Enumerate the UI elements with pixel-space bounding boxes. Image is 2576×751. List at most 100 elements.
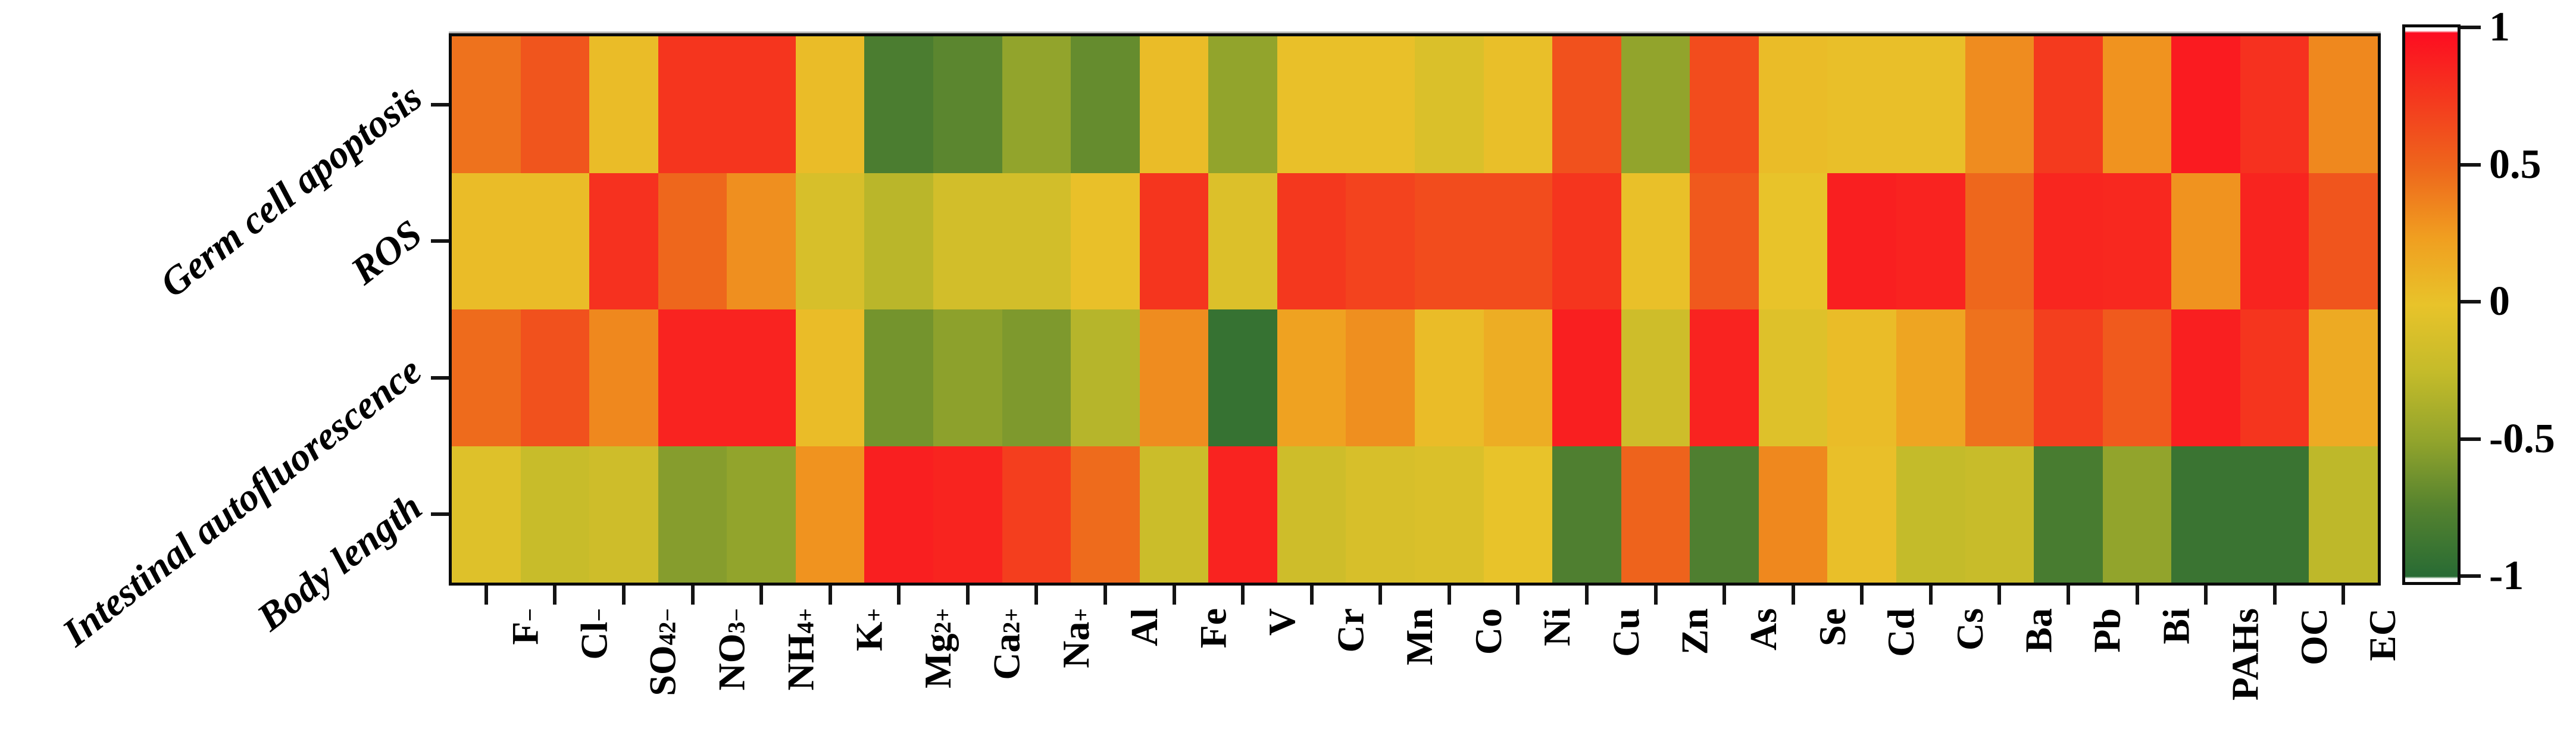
heatmap-cell bbox=[933, 36, 1002, 173]
heatmap-cell bbox=[658, 309, 727, 446]
heatmap-cell bbox=[1002, 446, 1071, 583]
x-axis-tick bbox=[1309, 586, 1314, 605]
heatmap-cell bbox=[1002, 309, 1071, 446]
heatmap-cell bbox=[727, 173, 796, 309]
heatmap-plot-area bbox=[449, 33, 2381, 586]
column-label: As bbox=[1742, 608, 1785, 651]
heatmap-cell bbox=[2171, 309, 2240, 446]
heatmap-cell bbox=[1827, 309, 1896, 446]
x-axis-tick bbox=[621, 586, 626, 605]
heatmap-cell bbox=[1965, 446, 2034, 583]
heatmap-cell bbox=[1827, 446, 1896, 583]
heatmap-cell bbox=[933, 309, 1002, 446]
heatmap-cell bbox=[1758, 446, 1828, 583]
heatmap-cell bbox=[1414, 309, 1484, 446]
column-label: Mg2+ bbox=[917, 608, 959, 689]
x-axis-tick bbox=[1103, 586, 1107, 605]
heatmap-cell bbox=[2102, 309, 2172, 446]
heatmap-cell bbox=[1208, 309, 1277, 446]
heatmap-cell bbox=[2034, 36, 2103, 173]
colorbar-gradient bbox=[2402, 24, 2461, 585]
heatmap-cell bbox=[1690, 446, 1759, 583]
heatmap-cell bbox=[727, 309, 796, 446]
heatmap-cell bbox=[1139, 36, 1209, 173]
heatmap-cell bbox=[1965, 173, 2034, 309]
colorbar-tick-label: 0 bbox=[2489, 279, 2510, 324]
column-label: SO42− bbox=[641, 608, 684, 696]
heatmap-cell bbox=[1346, 309, 1415, 446]
column-label: EC bbox=[2361, 608, 2404, 661]
x-axis-tick bbox=[1034, 586, 1039, 605]
heatmap-cell bbox=[1002, 36, 1071, 173]
column-label: Fe bbox=[1192, 608, 1234, 649]
heatmap-cell bbox=[1483, 309, 1553, 446]
heatmap-cell bbox=[795, 36, 865, 173]
heatmap-cell bbox=[1277, 173, 1346, 309]
heatmap-cell bbox=[1621, 36, 1690, 173]
x-axis-tick bbox=[759, 586, 764, 605]
x-axis-tick bbox=[1928, 586, 1933, 605]
colorbar-tick-label: 1 bbox=[2489, 4, 2510, 50]
heatmap-cell bbox=[1277, 36, 1346, 173]
heatmap-cell bbox=[2171, 36, 2240, 173]
heatmap-cell bbox=[520, 36, 590, 173]
heatmap-cell bbox=[452, 446, 521, 583]
colorbar-tick bbox=[2461, 162, 2481, 167]
heatmap-cell bbox=[589, 36, 658, 173]
heatmap-cell bbox=[864, 173, 933, 309]
heatmap-cell bbox=[1621, 446, 1690, 583]
heatmap-cell bbox=[1346, 446, 1415, 583]
x-axis-tick bbox=[1653, 586, 1658, 605]
x-axis-tick bbox=[1584, 586, 1589, 605]
heatmap-cell bbox=[1139, 173, 1209, 309]
x-axis-tick bbox=[897, 586, 901, 605]
heatmap-cell bbox=[795, 446, 865, 583]
x-axis-tick bbox=[2204, 586, 2208, 605]
heatmap-cell bbox=[1483, 446, 1553, 583]
column-label: Cs bbox=[1948, 608, 1991, 651]
x-axis-tick bbox=[828, 586, 832, 605]
heatmap-cell bbox=[1002, 173, 1071, 309]
heatmap-cell bbox=[1896, 36, 1965, 173]
heatmap-cell bbox=[1896, 173, 1965, 309]
heatmap-cell bbox=[658, 446, 727, 583]
column-label: Cu bbox=[1604, 608, 1647, 657]
column-label: Na+ bbox=[1054, 608, 1097, 668]
x-axis-tick bbox=[690, 586, 695, 605]
heatmap-cell bbox=[658, 173, 727, 309]
x-axis-tick bbox=[1241, 586, 1245, 605]
heatmap-cell bbox=[1208, 173, 1277, 309]
heatmap-cell bbox=[2102, 173, 2172, 309]
column-label: Ni bbox=[1536, 608, 1578, 646]
column-label: Cd bbox=[1880, 608, 1922, 657]
x-axis-tick bbox=[2135, 586, 2139, 605]
heatmap-cell bbox=[1139, 446, 1209, 583]
heatmap-cell bbox=[658, 36, 727, 173]
heatmap-cell bbox=[1414, 173, 1484, 309]
heatmap-cell bbox=[1414, 36, 1484, 173]
x-axis-tick bbox=[1860, 586, 1864, 605]
column-label: OC bbox=[2292, 608, 2335, 665]
heatmap-cell bbox=[1346, 173, 1415, 309]
heatmap-cell bbox=[1552, 173, 1621, 309]
heatmap-cell bbox=[2171, 173, 2240, 309]
x-axis-tick bbox=[1791, 586, 1795, 605]
heatmap-cell bbox=[795, 309, 865, 446]
column-label: F− bbox=[504, 608, 546, 645]
heatmap-cell bbox=[2240, 173, 2309, 309]
heatmap-cell bbox=[589, 446, 658, 583]
heatmap-cell bbox=[1690, 173, 1759, 309]
column-label: Zn bbox=[1673, 608, 1716, 655]
heatmap-cell bbox=[864, 446, 933, 583]
heatmap-cell bbox=[1071, 446, 1140, 583]
colorbar-tick-label: -1 bbox=[2489, 553, 2524, 599]
y-axis-tick bbox=[431, 102, 449, 107]
column-label: Ba bbox=[2017, 608, 2060, 653]
x-axis-tick bbox=[2341, 586, 2346, 605]
heatmap-cell bbox=[727, 36, 796, 173]
column-label: Co bbox=[1467, 608, 1509, 655]
heatmap-cell bbox=[1552, 446, 1621, 583]
heatmap-cell bbox=[452, 36, 521, 173]
heatmap-cell bbox=[589, 309, 658, 446]
